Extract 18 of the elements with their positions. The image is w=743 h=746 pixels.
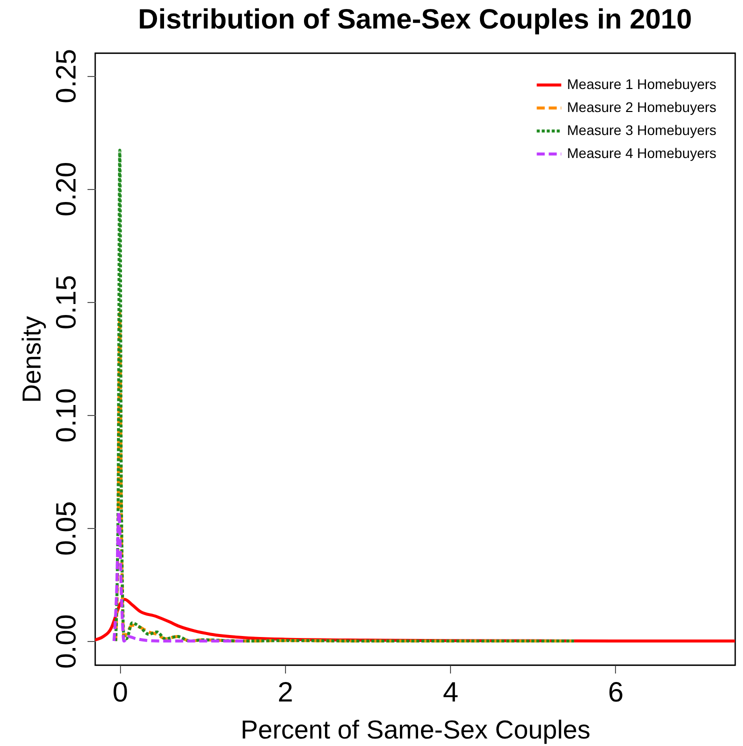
y-tick-label: 0.20 [50,162,82,216]
y-tick-label: 0.15 [50,275,82,330]
line-series [112,510,246,643]
y-axis-title: Density [16,316,46,403]
legend-label: Measure 2 Homebuyers [567,99,716,115]
x-tick-label: 6 [608,676,624,708]
chart-title: Distribution of Same-Sex Couples in 2010 [138,3,692,34]
x-tick-label: 4 [442,676,458,708]
y-tick-label: 0.10 [50,388,82,443]
y-tick-label: 0.25 [50,48,82,104]
x-axis-title: Percent of Same-Sex Couples [240,714,590,744]
y-tick-label: 0.00 [50,614,82,669]
legend-label: Measure 4 Homebuyers [567,145,716,161]
legend-label: Measure 3 Homebuyers [567,122,716,138]
y-tick-label: 0.05 [50,501,82,556]
legend-label: Measure 1 Homebuyers [567,76,716,92]
x-tick-label: 0 [112,676,128,708]
x-tick-label: 2 [278,676,294,708]
